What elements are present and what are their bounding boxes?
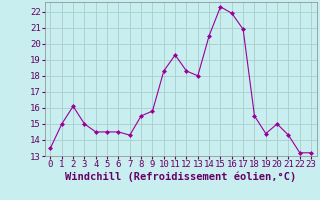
X-axis label: Windchill (Refroidissement éolien,°C): Windchill (Refroidissement éolien,°C) <box>65 172 296 182</box>
